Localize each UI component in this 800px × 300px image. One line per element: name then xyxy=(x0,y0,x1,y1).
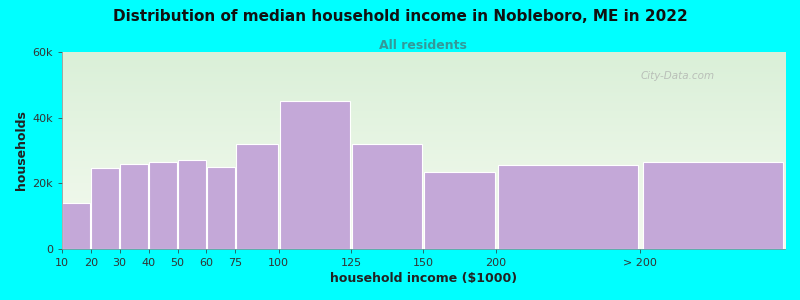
Bar xyxy=(149,162,177,249)
Bar xyxy=(498,165,638,249)
Bar xyxy=(280,101,350,249)
Bar xyxy=(207,167,235,249)
Y-axis label: households: households xyxy=(15,110,28,190)
Bar xyxy=(62,203,90,249)
X-axis label: household income ($1000): household income ($1000) xyxy=(330,272,517,285)
Bar xyxy=(236,144,278,249)
Text: City-Data.com: City-Data.com xyxy=(640,70,714,81)
Text: Distribution of median household income in Nobleboro, ME in 2022: Distribution of median household income … xyxy=(113,9,687,24)
Bar xyxy=(120,164,148,249)
Title: All residents: All residents xyxy=(379,39,467,52)
Bar xyxy=(425,172,494,249)
Bar xyxy=(91,168,119,249)
Bar xyxy=(178,160,206,249)
Bar xyxy=(352,144,422,249)
Bar xyxy=(642,162,783,249)
